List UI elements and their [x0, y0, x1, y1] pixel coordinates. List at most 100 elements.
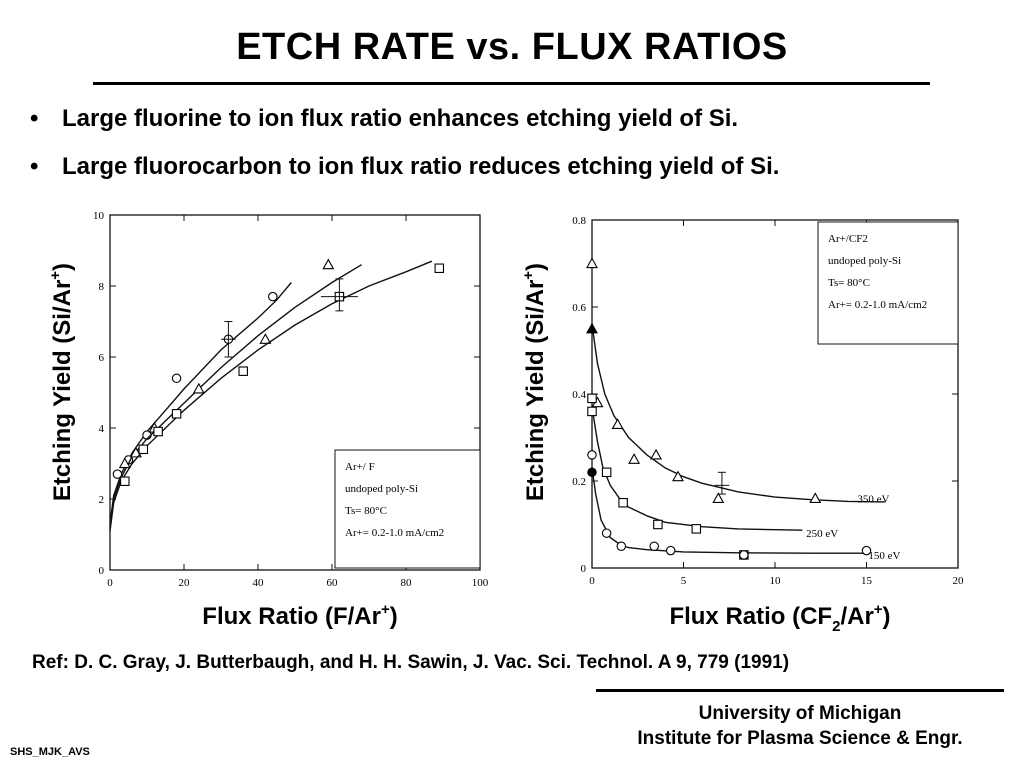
data-point-triangle: [712, 492, 725, 503]
inset-line: Ar+/ F: [345, 461, 375, 473]
x-tick-label: 20: [953, 575, 965, 587]
series-250-ev: 250 eV: [587, 393, 838, 560]
series-150-ev: 150 eV: [587, 450, 900, 562]
data-point-circle: [112, 469, 123, 479]
inset-line: Ar+/CF2: [828, 233, 868, 245]
left-y-label-sup: +: [47, 270, 64, 280]
data-point-square: [653, 519, 663, 530]
data-point-triangle: [809, 492, 822, 503]
data-point-square: [691, 524, 702, 534]
fit-curve: [591, 324, 885, 503]
data-point-circle: [649, 541, 659, 551]
data-point-circle: [587, 450, 597, 460]
y-tick-label: 8: [99, 281, 105, 293]
right-x-label-main: Flux Ratio (CF: [669, 603, 833, 630]
data-point-square: [601, 467, 612, 478]
data-point-triangle: [192, 382, 205, 394]
left-y-label-main: Etching Yield (Si/Ar: [49, 279, 76, 502]
data-point-square: [120, 476, 130, 486]
data-point-circle: [665, 545, 676, 556]
reference-citation: Ref: D. C. Gray, J. Butterbaugh, and H. …: [32, 652, 790, 673]
y-tick-label: 2: [99, 494, 105, 506]
series-250-ev: 250 eV: [109, 258, 362, 528]
bullet-glyph: •: [30, 105, 39, 132]
data-point-square: [587, 393, 597, 404]
data-point-square: [153, 426, 163, 437]
data-point-triangle: [259, 333, 272, 344]
y-tick-label: 4: [99, 423, 105, 435]
data-point-triangle: [628, 453, 641, 464]
left-x-label-main: Flux Ratio (F/Ar: [202, 603, 381, 630]
x-tick-label: 0: [107, 577, 113, 589]
data-point-triangle: [611, 418, 624, 430]
left-x-label-sup: +: [380, 601, 390, 618]
bullet-item: • Large fluorocarbon to ion flux ratio r…: [30, 152, 779, 200]
y-tick-label: 6: [99, 352, 105, 364]
y-tick-label: 0.6: [572, 302, 586, 314]
title-underline: [93, 82, 930, 85]
fluorocarbon-flux-chart: 0 5 10 15 20 0 0.2 0.4 0.6 0.8 350 eV 250 eV 150 eV A…: [572, 215, 965, 587]
inset-line: Ts= 80°C: [345, 505, 387, 517]
x-tick-label: 5: [681, 575, 687, 587]
data-point-square: [138, 444, 149, 455]
inset-frame: [334, 449, 481, 569]
x-tick-label: 100: [472, 577, 489, 589]
x-tick-label: 0: [589, 575, 595, 587]
data-point-triangle: [129, 446, 142, 458]
fit-curve: [591, 467, 867, 554]
bullet-text-2: Large fluorocarbon to ion flux ratio red…: [62, 153, 780, 180]
data-point-circle: [171, 373, 182, 384]
right-y-label-main: Etching Yield (Si/Ar: [522, 279, 549, 502]
left-y-axis-label: Etching Yield (Si/Ar+): [47, 247, 77, 517]
data-point-triangle: [672, 470, 684, 482]
institution-line-1: University of Michigan: [698, 703, 902, 724]
left-y-label-end: ): [49, 262, 76, 271]
data-point-square: [171, 409, 182, 419]
y-tick-label: 0: [581, 563, 587, 575]
plot-frame: [109, 214, 481, 571]
data-point-circle: [616, 541, 627, 551]
left-x-label-end: ): [389, 603, 398, 630]
data-point-triangle: [118, 457, 131, 469]
series-label: 150 eV: [868, 550, 900, 562]
data-point-circle: [739, 550, 749, 560]
fit-curve: [109, 264, 362, 528]
left-x-axis-label: Flux Ratio (F/Ar+): [150, 601, 450, 631]
x-tick-label: 60: [327, 577, 339, 589]
y-tick-label: 10: [93, 210, 105, 222]
data-point-circle: [601, 528, 612, 538]
bullet-glyph: •: [30, 153, 39, 180]
fit-curve: [109, 282, 292, 524]
slide-tag: SHS_MJK_AVS: [10, 746, 90, 758]
inset-line: Ar+= 0.2-1.0 mA/cm2: [828, 299, 927, 311]
x-tick-label: 40: [253, 577, 265, 589]
bullet-text-1: Large fluorine to ion flux ratio enhance…: [62, 105, 739, 132]
x-tick-label: 10: [770, 575, 782, 587]
right-y-label-sup: +: [520, 270, 537, 280]
bullet-list: • Large fluorine to ion flux ratio enhan…: [30, 104, 779, 200]
x-tick-label: 80: [401, 577, 413, 589]
right-y-axis-label: Etching Yield (Si/Ar+): [520, 247, 550, 517]
data-point-square: [587, 406, 597, 417]
data-point-triangle: [586, 257, 598, 269]
data-point-circle: [587, 467, 597, 478]
right-x-label-sub: 2: [832, 618, 841, 635]
institution-line-2: Institute for Plasma Science & Engr.: [637, 728, 963, 749]
inset-line: undoped poly-Si: [828, 255, 901, 267]
inset-line: Ts= 80°C: [828, 277, 870, 289]
fit-curve: [591, 406, 803, 531]
right-x-label-sup: +: [873, 601, 883, 618]
data-point-square: [618, 497, 628, 508]
data-point-square: [238, 366, 248, 376]
right-x-axis-label: Flux Ratio (CF2/Ar+): [620, 601, 940, 635]
institution-block: University of Michigan Institute for Pla…: [596, 701, 1004, 751]
series-150-ev: 150 eV: [109, 260, 445, 531]
data-point-triangle: [322, 258, 335, 270]
y-tick-label: 0.4: [572, 389, 586, 401]
y-tick-label: 0: [99, 565, 105, 577]
x-tick-label: 15: [861, 575, 873, 587]
inset-legend: Ar+/ F undoped poly-Si Ts= 80°C Ar+= 0.2-1.…: [334, 449, 481, 569]
data-point-triangle: [650, 448, 663, 460]
inset-line: undoped poly-Si: [345, 483, 418, 495]
